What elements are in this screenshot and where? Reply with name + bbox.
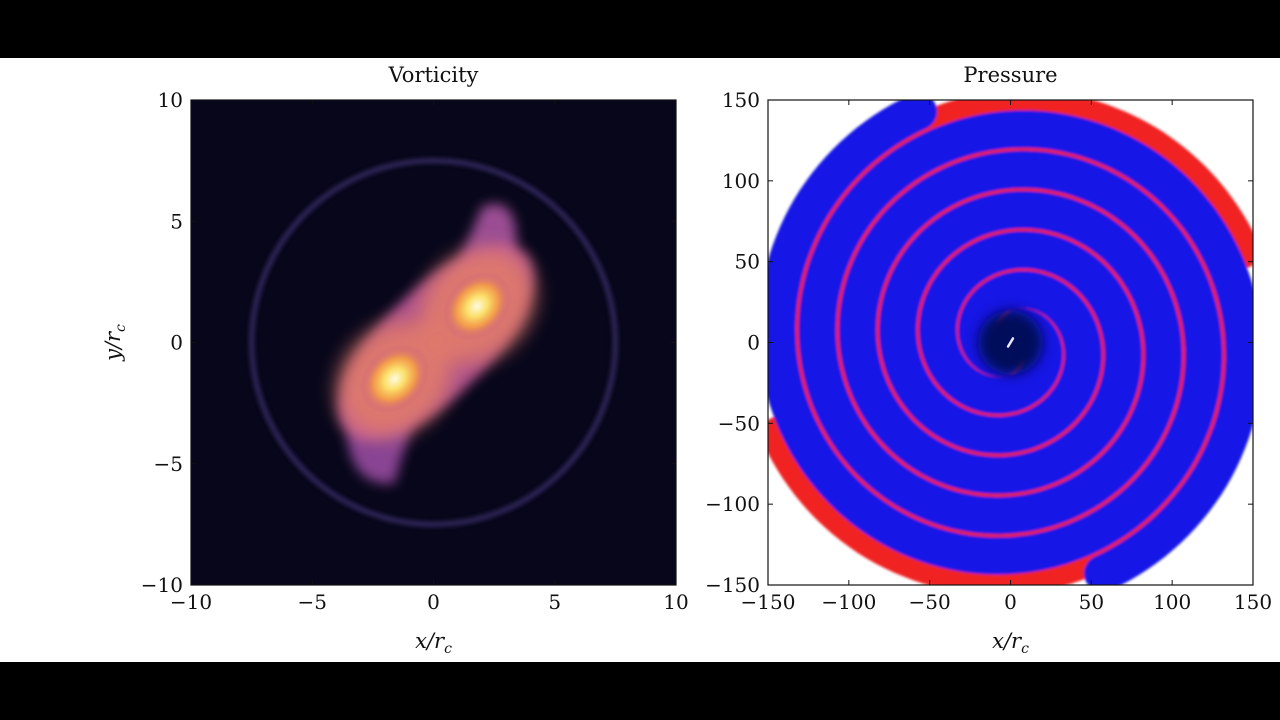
x-tick-label: −100 (821, 590, 876, 614)
pressure-arm-red (768, 130, 1243, 585)
y-tick-label: 150 (722, 88, 760, 112)
x-tick-label: 10 (663, 590, 688, 614)
x-tick-label: 0 (1004, 590, 1017, 614)
x-tick-label: 50 (1079, 590, 1104, 614)
pressure-arm-blue (798, 110, 1253, 585)
y-tick-label: −5 (154, 452, 183, 476)
pressure-y-ticks: −150 −100 −50 0 50 100 150 (705, 88, 1253, 597)
y-tick-label: −50 (718, 411, 760, 435)
y-tick-label: 0 (170, 331, 183, 355)
x-tick-label: −150 (741, 590, 796, 614)
y-tick-label: −100 (705, 492, 760, 516)
vorticity-core (359, 344, 430, 414)
x-tick-label: 150 (1234, 590, 1272, 614)
pressure-center-marker (1006, 337, 1015, 348)
pressure-heatmap (768, 100, 1253, 585)
pressure-title: Pressure (963, 63, 1057, 87)
y-tick-label: 10 (158, 88, 183, 112)
y-tick-label: 50 (735, 250, 760, 274)
y-tick-label: 100 (722, 169, 760, 193)
pressure-x-ticks: −150 −100 −50 0 50 100 150 (741, 100, 1272, 614)
pressure-arm-red (778, 100, 1253, 555)
y-tick-label: 5 (170, 209, 183, 233)
x-tick-label: −50 (909, 590, 951, 614)
pressure-panel: Pressure −150 −100 −50 0 50 100 150 −150 −100 −5… (705, 63, 1272, 657)
vorticity-cores (359, 271, 512, 414)
vorticity-x-axis-label: x/rc (415, 629, 452, 657)
pressure-x-axis-label: x/rc (992, 629, 1029, 657)
x-tick-label: 100 (1153, 590, 1191, 614)
pressure-spiral (768, 100, 1253, 585)
x-tick-label: −5 (298, 590, 327, 614)
x-tick-label: −10 (170, 590, 212, 614)
vorticity-ring (249, 158, 618, 527)
figure-background: Vorticity −10 −5 0 5 10 −10 −5 0 5 10 x/rc y/rc … (0, 58, 1280, 662)
vorticity-heatmap (191, 100, 676, 585)
vorticity-title: Vorticity (388, 63, 479, 87)
vorticity-y-ticks: −10 −5 0 5 10 (141, 88, 676, 597)
y-tick-label: −150 (705, 573, 760, 597)
vorticity-y-axis-label: y/rc (101, 324, 129, 362)
x-tick-label: 5 (548, 590, 561, 614)
pressure-arm-blue (768, 100, 1223, 575)
x-tick-label: 0 (427, 590, 440, 614)
y-tick-label: 0 (747, 331, 760, 355)
vorticity-x-ticks: −10 −5 0 5 10 (170, 100, 689, 614)
vorticity-core (442, 271, 512, 341)
vorticity-panel: Vorticity −10 −5 0 5 10 −10 −5 0 5 10 x/rc y/rc (101, 63, 689, 657)
y-tick-label: −10 (141, 573, 183, 597)
